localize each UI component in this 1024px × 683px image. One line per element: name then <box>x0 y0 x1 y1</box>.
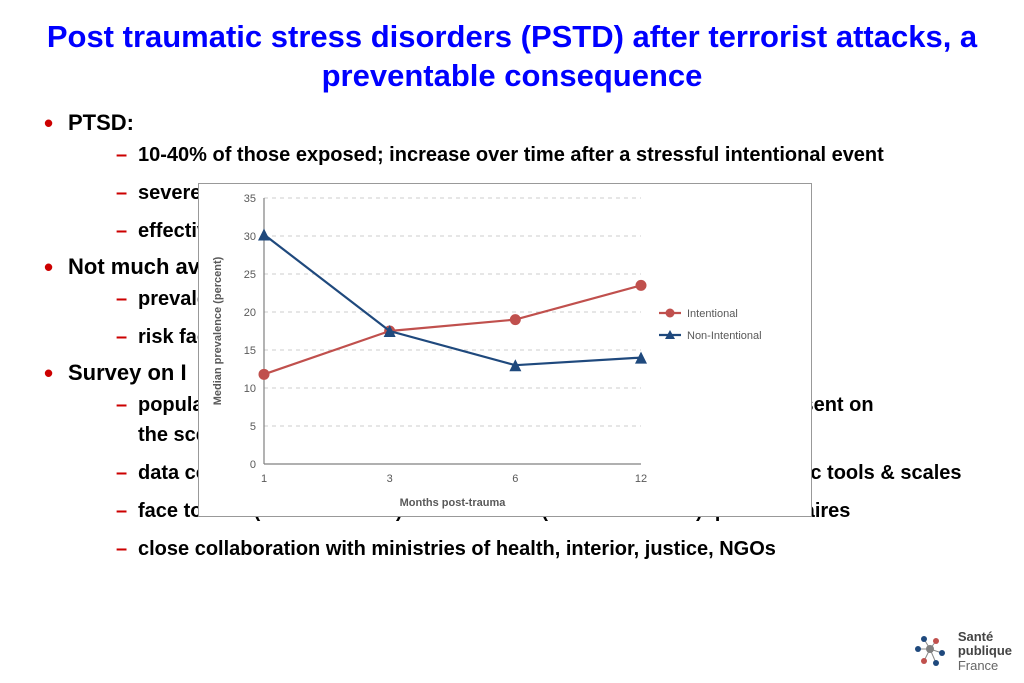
logo-line2: publique <box>958 643 1012 658</box>
sub-bullet: 10-40% of those exposed; increase over t… <box>116 140 994 170</box>
svg-text:3: 3 <box>387 473 393 485</box>
svg-text:5: 5 <box>250 421 256 433</box>
svg-text:35: 35 <box>244 193 256 205</box>
svg-text:12: 12 <box>635 473 647 485</box>
svg-text:30: 30 <box>244 231 256 243</box>
svg-text:15: 15 <box>244 345 256 357</box>
svg-text:Intentional: Intentional <box>687 308 738 320</box>
svg-text:10: 10 <box>244 383 256 395</box>
logo-dots-icon <box>910 631 952 673</box>
bullet-text: PTSD: <box>68 110 134 135</box>
svg-text:6: 6 <box>512 473 518 485</box>
bullet-text: Survey on I <box>68 360 187 385</box>
line-chart-svg: 0 5 10 15 20 25 30 35 1 3 6 12 Months post-trauma Med… <box>199 184 811 516</box>
svg-text:1: 1 <box>261 473 267 485</box>
svg-text:20: 20 <box>244 307 256 319</box>
logo-text: Santé publique France <box>958 630 1012 673</box>
sub-bullet: close collaboration with ministries of h… <box>116 534 994 564</box>
svg-text:25: 25 <box>244 269 256 281</box>
svg-text:Non-Intentional: Non-Intentional <box>687 330 762 342</box>
slide-title: Post traumatic stress disorders (PSTD) a… <box>0 0 1024 104</box>
bullet-text: Not much ava <box>68 254 212 279</box>
svg-text:0: 0 <box>250 459 256 471</box>
svg-text:Months post-trauma: Months post-trauma <box>400 497 507 509</box>
prevalence-chart: 0 5 10 15 20 25 30 35 1 3 6 12 Months post-trauma Med… <box>198 183 812 517</box>
svg-text:Median prevalence (percent): Median prevalence (percent) <box>212 256 224 405</box>
logo-line1: Santé <box>958 629 993 644</box>
logo-line3: France <box>958 658 998 673</box>
sante-publique-logo: Santé publique France <box>910 630 1012 673</box>
